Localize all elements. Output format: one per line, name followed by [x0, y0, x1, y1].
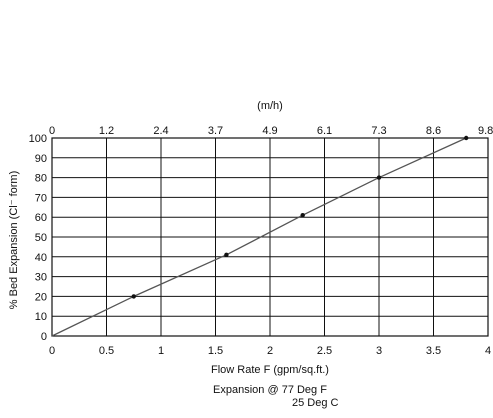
annotation-line-1: Expansion @ 77 Deg F	[213, 384, 327, 396]
top-tick-label: 3.7	[208, 125, 223, 137]
series-line	[51, 137, 467, 337]
y-tick-label: 10	[35, 311, 47, 323]
y-tick-label: 70	[35, 192, 47, 204]
x-tick-label: 4	[485, 345, 491, 357]
data-point-marker	[464, 135, 469, 141]
y-axis-title: % Bed Expansion (Cl⁻ form)	[8, 171, 20, 309]
annotation-line-2: 25 Deg C	[292, 397, 339, 409]
y-tick-label: 100	[29, 133, 47, 145]
x-tick-label: 3	[376, 345, 382, 357]
top-tick-label: 4.9	[262, 125, 277, 137]
top-tick-label: 2.4	[153, 125, 168, 137]
y-tick-label: 20	[35, 291, 47, 303]
top-tick-label: 9.8	[478, 125, 493, 137]
x-tick-label: 1	[158, 345, 164, 357]
top-tick-label: 7.3	[371, 125, 386, 137]
y-tick-label: 80	[35, 173, 47, 185]
x-tick-label: 1.5	[208, 345, 223, 357]
y-tick-label: 90	[35, 153, 47, 165]
data-point-marker	[300, 213, 305, 218]
tick-layer: 0 0.5 1 1.5 2 2.5 3 3.5 401020304050607080901000…	[29, 125, 493, 357]
data-point-marker	[376, 175, 382, 180]
y-tick-label: 0	[41, 331, 47, 343]
marker-layer	[131, 135, 469, 299]
x-tick-label: 0	[49, 345, 55, 357]
data-point-marker	[224, 252, 229, 258]
top-tick-label: 1.2	[99, 125, 114, 137]
data-point-marker	[131, 294, 136, 299]
top-tick-label: 8.6	[426, 125, 441, 137]
y-tick-label: 40	[35, 252, 47, 264]
y-tick-label: 30	[35, 272, 47, 284]
top-tick-label: 6.1	[317, 125, 332, 137]
x-tick-label: 2.5	[317, 345, 332, 357]
series-layer	[51, 137, 467, 337]
top-tick-label: 0	[49, 125, 55, 137]
y-tick-label: 50	[35, 232, 47, 244]
top-axis-label: (m/h)	[257, 100, 283, 112]
grid-layer	[51, 137, 489, 337]
x-tick-label: 3.5	[426, 345, 441, 357]
y-tick-label: 60	[35, 212, 47, 224]
x-tick-label: 0.5	[99, 345, 114, 357]
x-axis-title: Flow Rate F (gpm/sq.ft.)	[211, 364, 329, 376]
x-tick-label: 2	[267, 345, 273, 357]
